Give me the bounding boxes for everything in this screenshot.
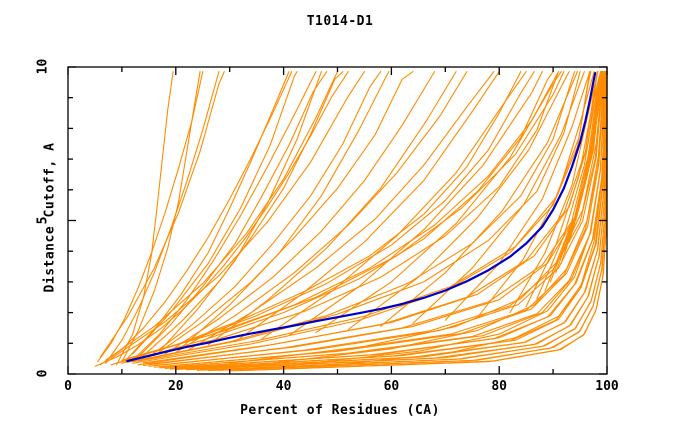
prediction-curve bbox=[509, 71, 599, 314]
prediction-curve bbox=[110, 71, 365, 360]
prediction-curve bbox=[477, 71, 595, 318]
prediction-curve bbox=[121, 71, 554, 364]
prediction-curve bbox=[94, 71, 349, 367]
prediction-curve bbox=[525, 71, 602, 308]
prediction-curve bbox=[132, 71, 317, 361]
x-tick-label: 100 bbox=[595, 379, 619, 394]
prediction-curve bbox=[310, 71, 607, 368]
prediction-curve bbox=[97, 71, 204, 363]
prediction-curve bbox=[202, 71, 608, 371]
prediction-curve bbox=[105, 71, 339, 361]
prediction-curve bbox=[126, 71, 565, 360]
prediction-curve bbox=[256, 71, 605, 366]
prediction-curve bbox=[115, 71, 174, 366]
prediction-curve bbox=[175, 71, 608, 370]
prediction-curve bbox=[159, 71, 605, 368]
prediction-curve bbox=[153, 71, 414, 357]
prediction-curve bbox=[153, 71, 604, 366]
prediction-curve bbox=[99, 71, 225, 358]
prediction-curve bbox=[175, 71, 468, 354]
prediction-curve bbox=[148, 71, 603, 365]
x-tick-label: 40 bbox=[275, 379, 292, 394]
axes-frame bbox=[67, 66, 608, 375]
prediction-curve bbox=[110, 71, 522, 366]
x-tick-label: 60 bbox=[383, 379, 400, 394]
prediction-curve bbox=[229, 71, 604, 364]
prediction-curve bbox=[169, 71, 607, 369]
prediction-curve bbox=[115, 71, 535, 364]
prediction-curve bbox=[239, 71, 608, 372]
prediction-curve bbox=[288, 71, 543, 337]
x-tick-label: 0 bbox=[64, 379, 72, 394]
prediction-curve bbox=[142, 71, 344, 357]
prediction-curve bbox=[142, 71, 602, 366]
x-axis-label: Percent of Residues (CA) bbox=[240, 403, 440, 418]
prediction-curve bbox=[180, 71, 390, 349]
x-tick-label: 80 bbox=[491, 379, 508, 394]
prediction-curve bbox=[283, 71, 606, 367]
prediction-curve bbox=[347, 71, 570, 331]
prediction-curve bbox=[207, 71, 457, 346]
prediction-curve bbox=[261, 71, 527, 340]
prediction-curve bbox=[137, 71, 328, 358]
prediction-curve bbox=[164, 71, 436, 355]
prediction-curve bbox=[121, 71, 560, 363]
prediction-curve bbox=[132, 71, 298, 355]
prediction-curve bbox=[444, 71, 591, 321]
prediction-curve bbox=[315, 71, 562, 334]
prediction-curve bbox=[218, 71, 608, 371]
prediction-curve bbox=[142, 71, 598, 364]
prediction-curve bbox=[126, 71, 290, 360]
prediction-curve bbox=[234, 71, 500, 343]
x-tick-label: 20 bbox=[167, 379, 184, 394]
y-tick-label: 0 bbox=[35, 369, 51, 378]
prediction-curve bbox=[191, 71, 608, 370]
prediction-curve bbox=[159, 71, 606, 369]
prediction-curve bbox=[153, 71, 605, 368]
prediction-curve bbox=[186, 71, 495, 352]
y-tick-label: 5 bbox=[35, 216, 51, 224]
prediction-curve bbox=[137, 71, 591, 362]
highlight-curve bbox=[126, 72, 597, 363]
prediction-curve bbox=[380, 71, 578, 327]
chart-title: T1014-D1 bbox=[306, 14, 374, 29]
prediction-curve bbox=[105, 71, 220, 364]
series-layer bbox=[94, 71, 608, 372]
prediction-curve bbox=[148, 71, 382, 358]
prediction-curve bbox=[159, 71, 322, 352]
highlight-series-line bbox=[126, 72, 597, 363]
y-tick-label: 10 bbox=[35, 58, 51, 75]
plot-frame bbox=[67, 66, 608, 375]
prediction-curve bbox=[121, 71, 560, 361]
